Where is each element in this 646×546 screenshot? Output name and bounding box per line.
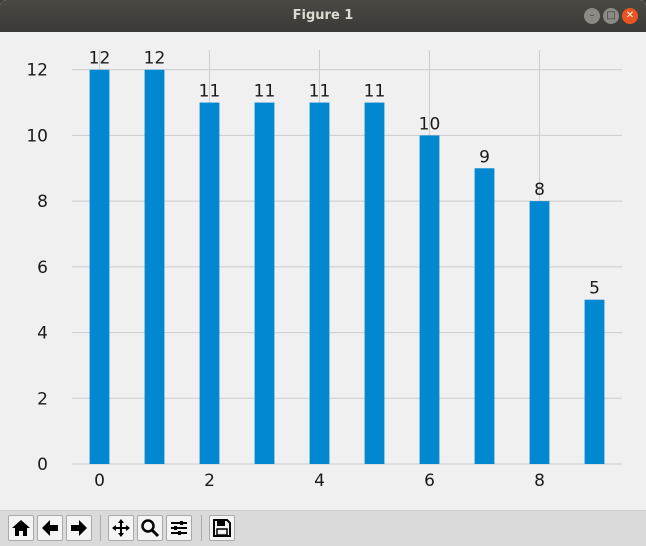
- bar: [254, 102, 275, 465]
- window-title: Figure 1: [292, 8, 354, 23]
- floppy-disk-icon: [213, 519, 231, 537]
- forward-button[interactable]: [66, 515, 92, 541]
- y-tick-label: 6: [37, 258, 48, 278]
- bar-data-label: 11: [364, 82, 386, 102]
- maximize-button[interactable]: □: [603, 8, 619, 24]
- save-button[interactable]: [209, 515, 235, 541]
- magnifier-icon: [141, 519, 160, 538]
- minimize-icon: –: [589, 10, 595, 21]
- move-icon: [112, 519, 130, 537]
- arrow-left-icon: [42, 520, 58, 536]
- y-tick-label: 8: [37, 192, 48, 212]
- zoom-button[interactable]: [137, 515, 163, 541]
- y-tick-label: 2: [37, 389, 48, 409]
- title-bar[interactable]: Figure 1 – □ ✕: [0, 0, 646, 32]
- minimize-button[interactable]: –: [584, 8, 600, 24]
- bar-data-label: 11: [254, 82, 276, 102]
- bar-data-label: 11: [309, 82, 331, 102]
- plot-canvas[interactable]: 12 12 11 11 11 11 10 9 8 5 0 2 4 6 8 10 12 0 2 4 6 8: [0, 32, 646, 510]
- home-button[interactable]: [8, 515, 34, 541]
- bar: [309, 102, 330, 465]
- bar: [364, 102, 385, 465]
- close-icon: ✕: [625, 10, 635, 21]
- arrow-right-icon: [71, 520, 87, 536]
- bar-data-label: 9: [479, 147, 490, 167]
- x-tick-label: 0: [94, 471, 105, 491]
- bar: [419, 135, 440, 464]
- bar-data-label: 12: [144, 49, 166, 69]
- x-tick-label: 2: [204, 471, 215, 491]
- bar: [144, 69, 165, 464]
- configure-subplots-button[interactable]: [166, 515, 192, 541]
- sliders-icon: [171, 521, 187, 535]
- maximize-icon: □: [606, 10, 616, 21]
- bar-data-label: 5: [589, 279, 600, 299]
- y-tick-label: 4: [37, 324, 48, 344]
- navigation-toolbar: [0, 510, 646, 546]
- x-tick-label: 8: [534, 471, 545, 491]
- bar-data-label: 12: [89, 49, 111, 69]
- back-button[interactable]: [37, 515, 63, 541]
- home-icon: [12, 520, 30, 536]
- bar-data-label: 11: [199, 82, 221, 102]
- pan-button[interactable]: [108, 515, 134, 541]
- y-tick-label: 12: [26, 61, 48, 81]
- x-tick-label: 6: [424, 471, 435, 491]
- bar: [199, 102, 220, 465]
- close-button[interactable]: ✕: [622, 8, 638, 24]
- bar: [89, 69, 110, 464]
- y-tick-label: 10: [26, 126, 48, 146]
- bar-data-label: 8: [534, 180, 545, 200]
- toolbar-separator: [100, 515, 101, 541]
- toolbar-separator: [201, 515, 202, 541]
- bar-chart: 12 12 11 11 11 11 10 9 8 5 0 2 4 6 8 10 12 0 2 4 6 8: [26, 49, 622, 491]
- bar-data-label: 10: [419, 114, 441, 134]
- bar: [584, 299, 605, 464]
- bar: [529, 201, 550, 464]
- bar: [474, 168, 495, 465]
- x-tick-label: 4: [314, 471, 325, 491]
- y-tick-label: 0: [37, 455, 48, 475]
